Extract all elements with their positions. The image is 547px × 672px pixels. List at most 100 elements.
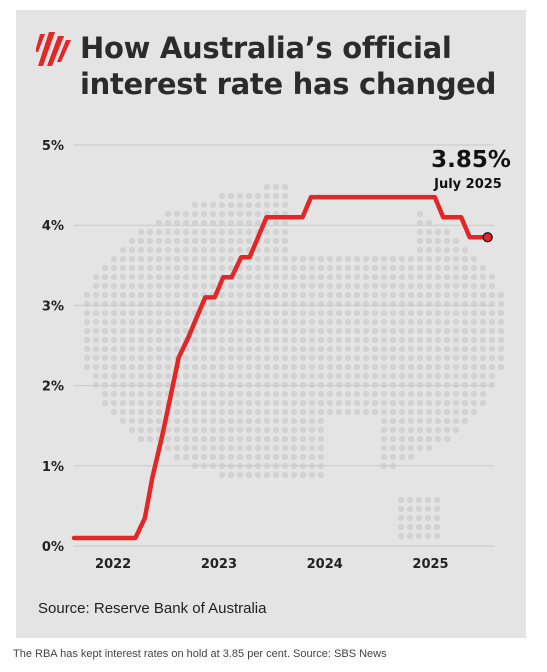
map-dot <box>254 453 262 461</box>
map-dot <box>389 327 397 335</box>
map-dot <box>424 505 432 513</box>
map-dot <box>362 363 370 371</box>
map-dot <box>110 390 118 398</box>
map-dot <box>182 318 190 326</box>
map-dot <box>326 282 334 290</box>
map-dot <box>470 318 478 326</box>
map-dot <box>452 408 460 416</box>
map-dot <box>407 345 415 353</box>
map-dot <box>415 496 423 504</box>
map-dot <box>227 246 235 254</box>
map-dot <box>488 300 496 308</box>
map-dot <box>281 417 289 425</box>
map-dot <box>119 390 127 398</box>
map-dot <box>344 408 352 416</box>
map-dot <box>200 210 208 218</box>
map-dot <box>488 327 496 335</box>
map-dot <box>452 291 460 299</box>
map-dot <box>254 273 262 281</box>
map-dot <box>326 390 334 398</box>
map-dot <box>416 219 424 227</box>
map-dot <box>263 336 271 344</box>
map-dot <box>218 417 226 425</box>
map-dot <box>281 228 289 236</box>
map-dot <box>326 399 334 407</box>
map-dot <box>263 228 271 236</box>
map-dot <box>380 381 388 389</box>
map-dot <box>452 345 460 353</box>
map-dot <box>128 318 136 326</box>
map-dot <box>470 291 478 299</box>
map-dot <box>317 345 325 353</box>
map-dot <box>200 408 208 416</box>
map-dot <box>344 345 352 353</box>
map-dot <box>299 381 307 389</box>
map-dot <box>443 426 451 434</box>
map-dot <box>272 408 280 416</box>
map-dot <box>254 201 262 209</box>
map-dot <box>173 246 181 254</box>
map-dot <box>416 300 424 308</box>
map-dot <box>191 426 199 434</box>
map-dot <box>200 372 208 380</box>
map-dot <box>200 345 208 353</box>
map-dot <box>344 273 352 281</box>
map-dot <box>380 282 388 290</box>
map-dot <box>128 372 136 380</box>
source-note: Source: Reserve Bank of Australia <box>38 600 267 617</box>
map-dot <box>236 435 244 443</box>
map-dot <box>164 246 172 254</box>
map-dot <box>344 336 352 344</box>
map-dot <box>425 345 433 353</box>
map-dot <box>281 309 289 317</box>
map-dot <box>335 345 343 353</box>
map-dot <box>218 219 226 227</box>
map-dot <box>182 273 190 281</box>
map-dot <box>443 282 451 290</box>
map-dot <box>425 426 433 434</box>
map-dot <box>101 399 109 407</box>
map-dot <box>272 246 280 254</box>
map-dot <box>254 318 262 326</box>
map-dot <box>227 282 235 290</box>
map-dot <box>389 363 397 371</box>
map-dot <box>407 435 415 443</box>
map-dot <box>272 219 280 227</box>
map-dot <box>200 381 208 389</box>
map-dot <box>326 264 334 272</box>
map-dot <box>155 327 163 335</box>
map-dot <box>137 336 145 344</box>
map-dot <box>416 417 424 425</box>
map-dot <box>209 228 217 236</box>
map-dot <box>416 345 424 353</box>
map-dot <box>236 426 244 434</box>
map-dot <box>164 336 172 344</box>
x-tick-label: 2024 <box>307 557 343 572</box>
map-dot <box>488 381 496 389</box>
map-dot <box>173 210 181 218</box>
map-dot <box>362 372 370 380</box>
map-dot <box>452 372 460 380</box>
map-dot <box>326 273 334 281</box>
map-dot <box>479 399 487 407</box>
map-dot <box>182 264 190 272</box>
map-dot <box>128 345 136 353</box>
map-dot <box>254 345 262 353</box>
map-dot <box>200 426 208 434</box>
map-dot <box>209 444 217 452</box>
map-dot <box>110 345 118 353</box>
map-dot <box>461 291 469 299</box>
map-dot <box>101 336 109 344</box>
map-dot <box>254 291 262 299</box>
map-dot <box>299 264 307 272</box>
map-dot <box>317 300 325 308</box>
map-dot <box>416 237 424 245</box>
map-dot <box>182 390 190 398</box>
map-dot <box>362 390 370 398</box>
map-dot <box>281 183 289 191</box>
map-dot <box>424 523 432 531</box>
map-dot <box>119 363 127 371</box>
map-dot <box>236 273 244 281</box>
map-dot <box>281 291 289 299</box>
map-dot <box>281 273 289 281</box>
